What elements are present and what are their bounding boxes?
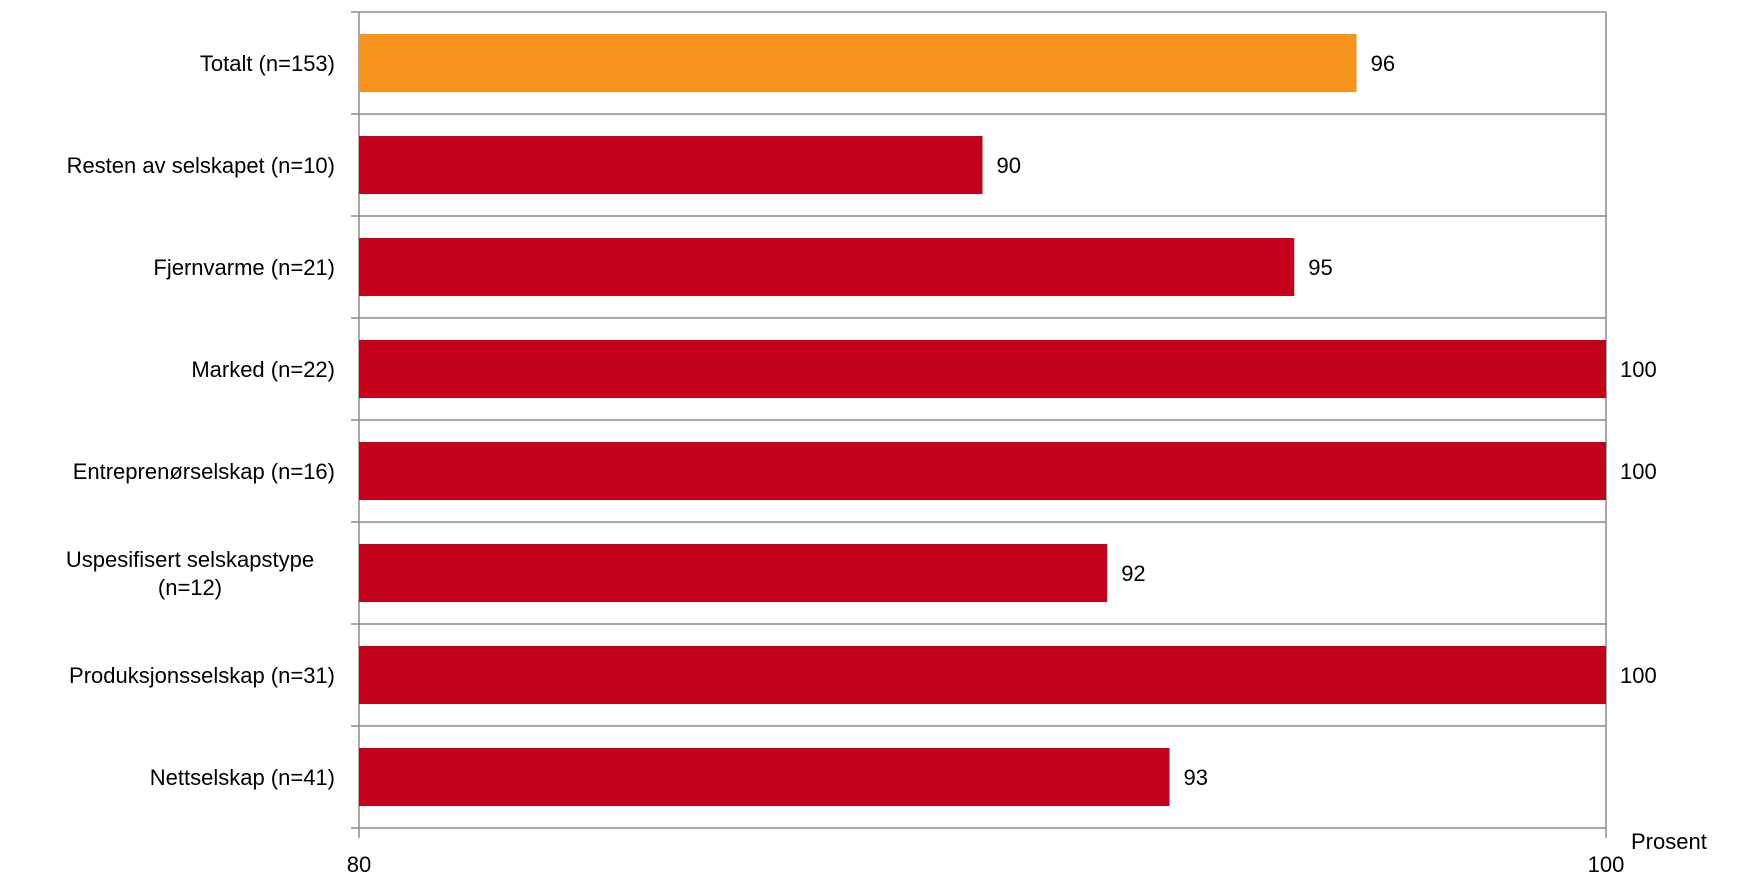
- category-label: Entreprenørselskap (n=16): [73, 459, 335, 484]
- grid-layer: [351, 11, 1607, 838]
- bar: [359, 238, 1295, 296]
- category-label: Marked (n=22): [191, 357, 335, 382]
- data-label: 100: [1620, 459, 1657, 484]
- data-label: 100: [1620, 357, 1657, 382]
- x-tick-label: 80: [347, 852, 371, 876]
- bar: [359, 646, 1606, 704]
- data-label: 100: [1620, 663, 1657, 688]
- data-label: 96: [1371, 51, 1395, 76]
- bar-layer: [359, 34, 1606, 806]
- data-label: 92: [1121, 561, 1145, 586]
- x-axis-unit-label: Prosent: [1631, 829, 1707, 854]
- bar: [359, 34, 1357, 92]
- data-label: 95: [1308, 255, 1332, 280]
- x-tick-label: 100: [1588, 852, 1625, 876]
- category-label: Produksjonsselskap (n=31): [69, 663, 335, 688]
- category-label: Nettselskap (n=41): [150, 765, 335, 790]
- bar: [359, 748, 1170, 806]
- bar: [359, 340, 1606, 398]
- category-label: Totalt (n=153): [200, 51, 335, 76]
- data-label: 90: [997, 153, 1021, 178]
- bar: [359, 442, 1606, 500]
- category-label: Resten av selskapet (n=10): [67, 153, 335, 178]
- label-layer: 80 100 96 Totalt (n=153) 90 Resten av selskap…: [66, 51, 1657, 876]
- bar: [359, 136, 983, 194]
- category-label: Fjernvarme (n=21): [153, 255, 335, 280]
- data-label: 93: [1184, 765, 1208, 790]
- category-label: Uspesifisert selskapstype (n=12): [66, 547, 314, 600]
- bar: [359, 544, 1108, 602]
